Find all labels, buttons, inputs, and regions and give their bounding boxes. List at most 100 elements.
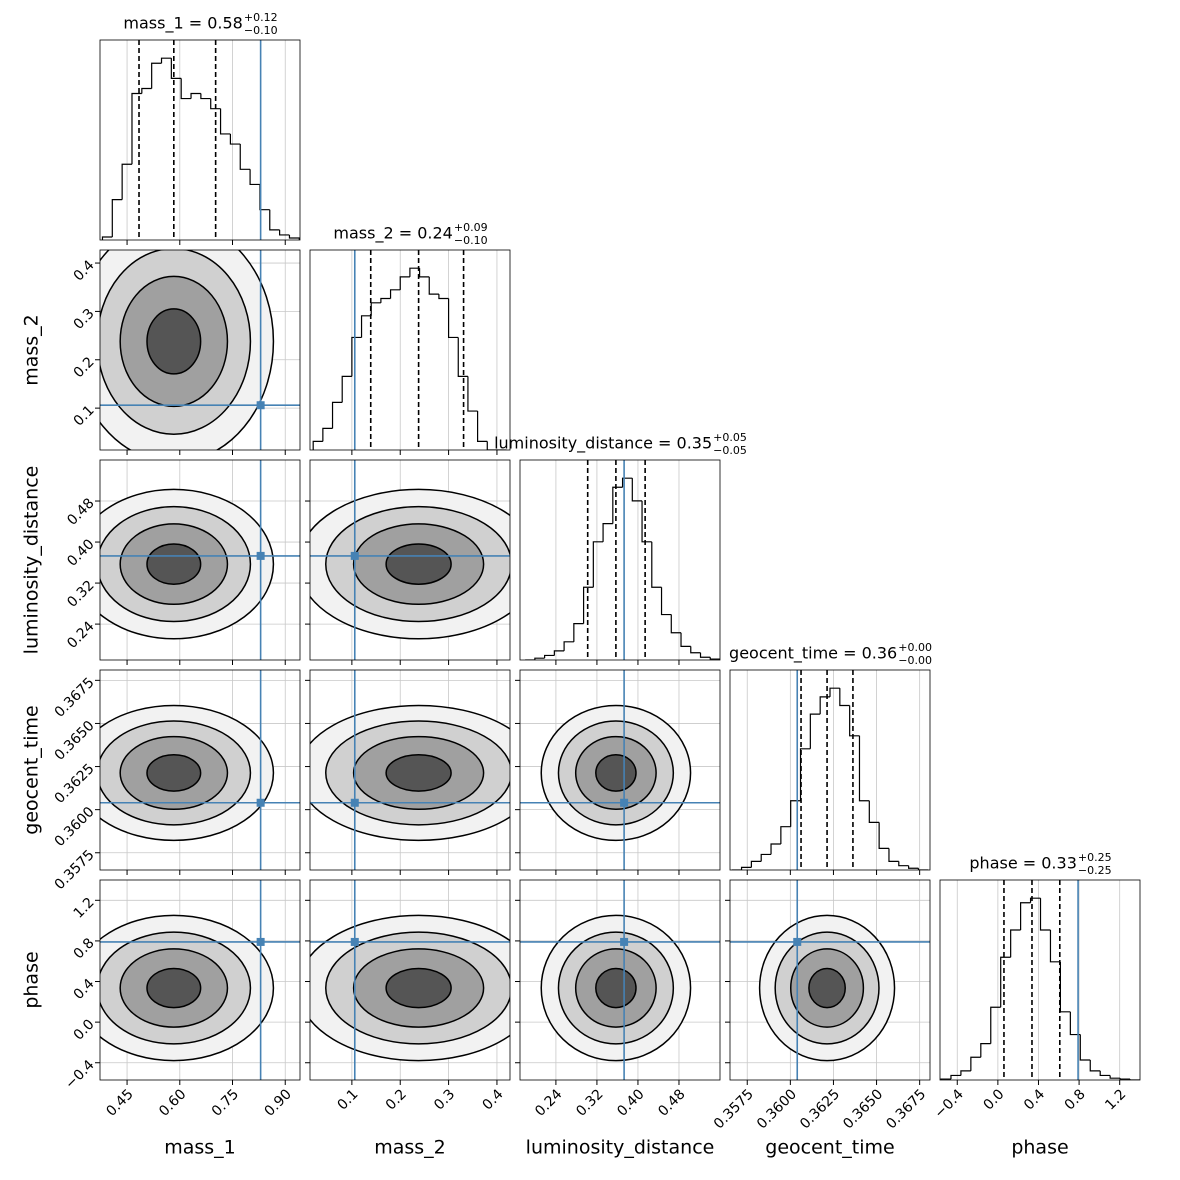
panel-content [731, 670, 929, 870]
panel: 0.45 0.60 0.75 0.90 −0.4 0.0 0.4 0.8 1.2 [62, 879, 301, 1120]
histogram-step [602, 523, 613, 542]
title-upper: +0.09 [454, 221, 488, 234]
y-tick-label: 0.32 [64, 577, 97, 610]
panel-content [100, 670, 300, 870]
panel-title: phase = 0.33 [969, 854, 1076, 873]
histogram-step [680, 632, 691, 647]
title-upper: +0.12 [244, 11, 278, 24]
histogram-step [160, 57, 172, 64]
histogram-step [279, 229, 290, 236]
histogram-step [341, 375, 352, 403]
y-tick-label: 0.2 [71, 354, 98, 381]
histogram-step [839, 688, 850, 707]
panel-frame [519, 879, 721, 1081]
histogram-step [592, 541, 604, 588]
histogram-step [380, 297, 391, 303]
panel-frame [309, 879, 511, 1081]
panel-content [100, 460, 300, 660]
histogram-step [1059, 961, 1071, 1013]
title-upper: +0.00 [898, 641, 932, 654]
histogram-step [438, 294, 449, 300]
panel-frame [309, 669, 511, 871]
histogram-step [760, 853, 772, 862]
panel-content [525, 460, 720, 660]
histogram-step [858, 735, 870, 802]
histogram-step [980, 1043, 991, 1058]
histogram-step [331, 401, 343, 429]
histogram-step [878, 822, 889, 849]
y-tick-label: 0.3650 [52, 718, 98, 764]
y-tick-label: 0.8 [71, 935, 98, 962]
truth-marker [256, 798, 265, 807]
density-contour [595, 967, 637, 1009]
histogram-step [269, 209, 280, 231]
y-tick-label: 0.24 [64, 618, 97, 651]
panel-content [101, 40, 300, 240]
histogram-step [1010, 929, 1021, 958]
x-tick-label: 0.3675 [883, 1086, 929, 1132]
histogram-step [699, 652, 711, 658]
histogram-step [1029, 897, 1041, 903]
x-tick-label: 0.60 [156, 1086, 189, 1119]
panel-content [520, 670, 720, 870]
panel-title: mass_1 = 0.58 [123, 14, 242, 34]
panel-content [310, 880, 510, 1080]
panel: geocent_time = 0.36 +0.00−0.00 [729, 641, 932, 875]
histogram-step [486, 441, 497, 450]
histogram-step [544, 654, 555, 659]
histogram-step [190, 92, 201, 99]
panel [305, 459, 511, 665]
x-tick-label: 0.4 [1021, 1086, 1048, 1113]
histogram-step [868, 800, 880, 823]
panel-frame [99, 39, 301, 241]
histogram-step [908, 865, 919, 869]
x-tick-label: 0.3625 [797, 1086, 843, 1132]
histogram-step [409, 267, 420, 277]
panel [515, 669, 721, 875]
histogram-step [370, 302, 381, 316]
y-tick-label: 0.48 [64, 495, 97, 528]
truth-marker [256, 937, 265, 946]
density-contour [808, 967, 846, 1009]
histogram-step [970, 1056, 981, 1071]
panel-frame [519, 459, 721, 661]
histogram-step [917, 868, 929, 870]
panel-frame [309, 249, 511, 451]
histogram-step [612, 486, 623, 524]
panel: mass_2 = 0.24 +0.09−0.10 [309, 221, 511, 455]
title-upper: +0.05 [713, 431, 747, 444]
panel-frame [729, 879, 931, 1081]
histogram-step [312, 440, 323, 450]
histogram-step [121, 163, 132, 200]
histogram-step [141, 87, 152, 94]
histogram-step [950, 1074, 961, 1080]
density-contour [595, 754, 637, 792]
density-contour [146, 967, 202, 1009]
panel: 0.1 0.2 0.3 0.4 [71, 249, 301, 455]
x-axis-label: mass_2 [374, 1137, 446, 1159]
histogram-step [170, 58, 182, 79]
histogram-step [563, 641, 574, 651]
y-tick-label: 0.40 [64, 536, 97, 569]
x-axis-label: mass_1 [164, 1137, 236, 1159]
density-contour [146, 308, 202, 375]
panel [305, 669, 511, 875]
y-tick-label: 0.3 [71, 306, 98, 333]
histogram-step [1089, 1060, 1101, 1072]
panel-content [940, 880, 1140, 1080]
histogram-step [219, 108, 231, 135]
y-tick-label: 0.4 [71, 976, 98, 1003]
histogram-step [1039, 898, 1051, 931]
x-tick-label: 0.48 [655, 1086, 688, 1119]
truth-marker [350, 551, 359, 560]
histogram-step [210, 98, 221, 110]
x-tick-label: 0.40 [614, 1086, 647, 1119]
histogram-step [780, 826, 791, 845]
density-contour [385, 543, 452, 585]
histogram-step [1069, 1011, 1081, 1036]
x-tick-label: 0.90 [262, 1086, 295, 1119]
x-tick-label: 0.1 [334, 1086, 361, 1113]
title-upper: +0.25 [1078, 851, 1112, 864]
x-tick-label: 0.45 [103, 1086, 136, 1119]
